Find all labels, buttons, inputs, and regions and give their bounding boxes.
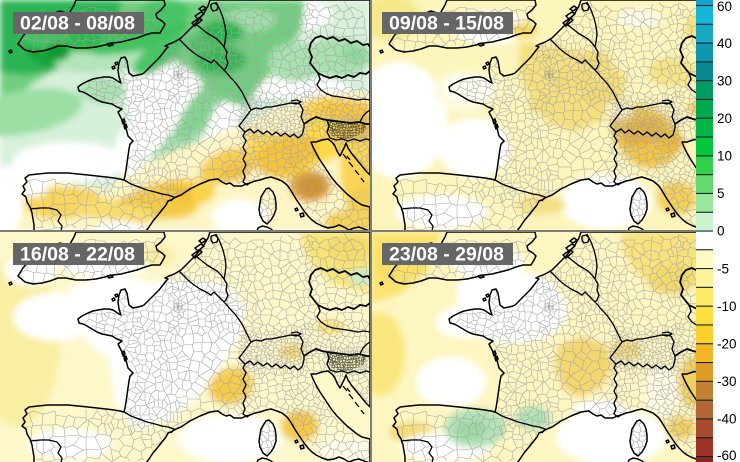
svg-text:09/08 - 15/08: 09/08 - 15/08 — [389, 13, 504, 35]
svg-text:16/08 - 22/08: 16/08 - 22/08 — [20, 244, 135, 266]
svg-text:-30: -30 — [717, 374, 737, 389]
svg-text:60: 60 — [717, 0, 732, 14]
svg-text:-60: -60 — [717, 448, 737, 462]
svg-text:40: 40 — [717, 36, 732, 51]
svg-text:02/08 - 08/08: 02/08 - 08/08 — [20, 13, 135, 35]
svg-text:-10: -10 — [717, 299, 737, 314]
svg-text:-20: -20 — [717, 337, 737, 352]
svg-text:-5: -5 — [717, 261, 729, 276]
svg-text:-40: -40 — [717, 412, 737, 427]
svg-text:30: 30 — [717, 73, 732, 88]
svg-text:23/08 - 29/08: 23/08 - 29/08 — [389, 244, 504, 266]
svg-text:0: 0 — [717, 224, 725, 239]
svg-text:10: 10 — [717, 149, 732, 164]
svg-text:20: 20 — [717, 111, 732, 126]
svg-text:5: 5 — [717, 186, 725, 201]
